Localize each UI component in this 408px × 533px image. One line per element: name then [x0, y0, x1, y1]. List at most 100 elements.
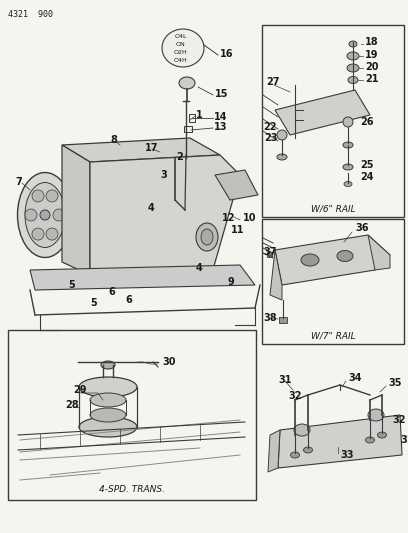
- Circle shape: [46, 190, 58, 202]
- Polygon shape: [278, 415, 402, 468]
- Text: 24: 24: [360, 172, 373, 182]
- Text: 10: 10: [243, 213, 257, 223]
- Text: 18: 18: [365, 37, 379, 47]
- Ellipse shape: [79, 417, 137, 437]
- Bar: [8, 330, 256, 500]
- Text: 35: 35: [388, 378, 401, 388]
- Text: 6: 6: [108, 287, 115, 297]
- Text: 33: 33: [340, 450, 353, 460]
- Ellipse shape: [294, 424, 310, 436]
- Ellipse shape: [304, 447, 313, 453]
- Polygon shape: [90, 155, 240, 280]
- Polygon shape: [62, 138, 220, 162]
- Ellipse shape: [337, 251, 353, 262]
- Ellipse shape: [343, 164, 353, 170]
- Text: 28: 28: [65, 400, 79, 410]
- Bar: [279, 317, 287, 323]
- Text: 2: 2: [176, 152, 183, 162]
- Ellipse shape: [90, 408, 126, 422]
- Text: 4: 4: [196, 263, 203, 273]
- Bar: [262, 25, 404, 217]
- Ellipse shape: [344, 182, 352, 187]
- Text: 25: 25: [360, 160, 373, 170]
- Ellipse shape: [377, 432, 386, 438]
- Text: 23: 23: [264, 133, 277, 143]
- Ellipse shape: [347, 64, 359, 72]
- Text: 17: 17: [145, 143, 158, 153]
- Text: 1: 1: [196, 110, 203, 120]
- Text: 31: 31: [278, 375, 291, 385]
- Ellipse shape: [347, 52, 359, 60]
- Text: 32: 32: [392, 415, 406, 425]
- Text: 6: 6: [125, 295, 132, 305]
- Ellipse shape: [348, 77, 358, 84]
- Text: 14: 14: [214, 112, 228, 122]
- Text: W/6" RAIL: W/6" RAIL: [310, 205, 355, 214]
- Circle shape: [343, 117, 353, 127]
- Text: 20: 20: [365, 62, 379, 72]
- Bar: [184, 126, 192, 132]
- Text: 16: 16: [220, 49, 233, 59]
- Ellipse shape: [79, 377, 137, 397]
- Text: 4321  900: 4321 900: [8, 10, 53, 19]
- Text: 26: 26: [360, 117, 373, 127]
- Text: 5: 5: [90, 298, 97, 308]
- Text: O4H: O4H: [174, 58, 188, 62]
- Ellipse shape: [366, 437, 375, 443]
- Polygon shape: [275, 90, 370, 135]
- Polygon shape: [268, 430, 280, 472]
- Ellipse shape: [277, 154, 287, 160]
- Text: 37: 37: [263, 247, 277, 257]
- Text: 3: 3: [160, 170, 167, 180]
- Ellipse shape: [343, 142, 353, 148]
- Text: 9: 9: [228, 277, 235, 287]
- Text: 30: 30: [162, 357, 175, 367]
- Ellipse shape: [179, 77, 195, 89]
- Ellipse shape: [18, 173, 73, 257]
- Ellipse shape: [196, 223, 218, 251]
- Ellipse shape: [301, 254, 319, 266]
- Ellipse shape: [162, 29, 204, 67]
- Text: 7: 7: [15, 177, 22, 187]
- Text: W/7" RAIL: W/7" RAIL: [310, 332, 355, 341]
- Ellipse shape: [25, 182, 65, 247]
- Polygon shape: [368, 235, 390, 270]
- Text: 15: 15: [215, 89, 228, 99]
- Text: 21: 21: [365, 74, 379, 84]
- Polygon shape: [270, 250, 282, 300]
- Text: 31: 31: [400, 435, 408, 445]
- Text: 36: 36: [355, 223, 368, 233]
- Bar: [262, 219, 404, 344]
- Ellipse shape: [290, 452, 299, 458]
- Text: 11: 11: [231, 225, 244, 235]
- Text: 8: 8: [110, 135, 117, 145]
- Circle shape: [46, 228, 58, 240]
- Polygon shape: [215, 170, 258, 200]
- Ellipse shape: [368, 409, 384, 421]
- Text: 5: 5: [68, 280, 75, 290]
- Circle shape: [53, 209, 65, 221]
- Text: 29: 29: [73, 385, 86, 395]
- Circle shape: [25, 209, 37, 221]
- Text: 27: 27: [266, 77, 279, 87]
- Text: O2H: O2H: [174, 50, 188, 54]
- Polygon shape: [62, 145, 90, 275]
- Text: 12: 12: [222, 213, 235, 223]
- Polygon shape: [275, 235, 390, 285]
- Ellipse shape: [349, 41, 357, 47]
- Circle shape: [32, 228, 44, 240]
- Bar: [267, 252, 272, 257]
- Circle shape: [40, 210, 50, 220]
- Text: O4L: O4L: [175, 34, 187, 38]
- Ellipse shape: [90, 393, 126, 407]
- Text: ON: ON: [176, 42, 186, 46]
- Ellipse shape: [201, 229, 213, 245]
- Text: 22: 22: [263, 122, 277, 132]
- Text: 4: 4: [148, 203, 155, 213]
- Circle shape: [32, 190, 44, 202]
- Text: 13: 13: [214, 122, 228, 132]
- Bar: [189, 114, 195, 122]
- Circle shape: [277, 130, 287, 140]
- Text: 38: 38: [263, 313, 277, 323]
- Ellipse shape: [101, 361, 115, 369]
